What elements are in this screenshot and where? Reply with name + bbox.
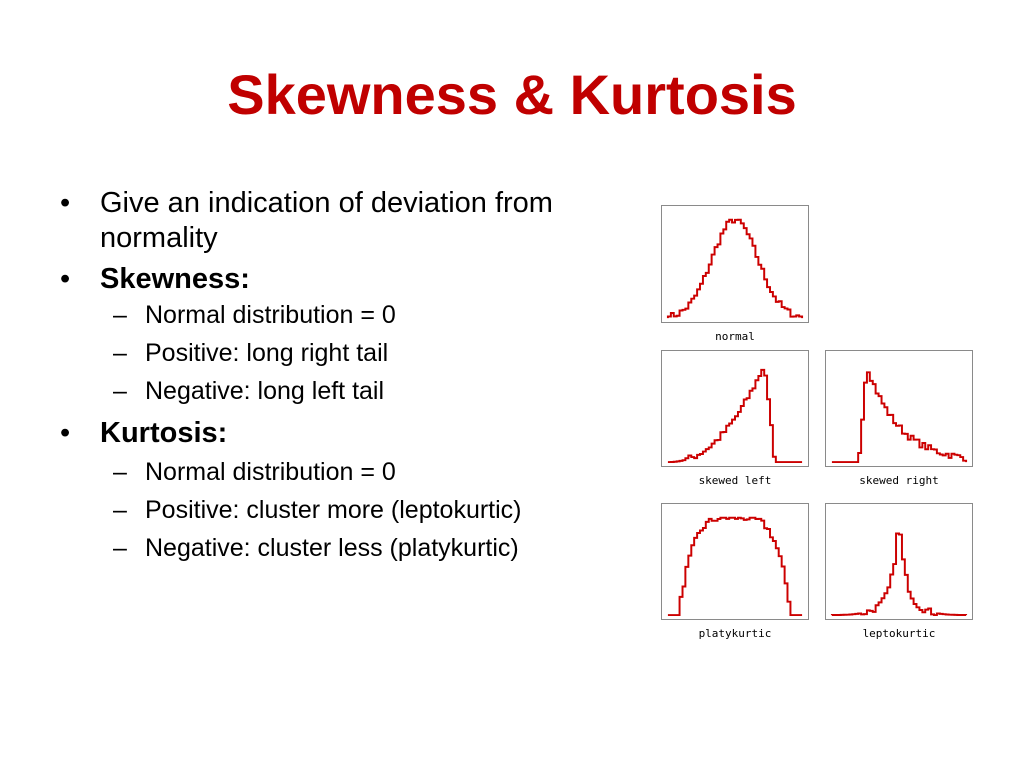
histogram-skewed-left-curve — [667, 368, 803, 464]
sub-bullet-text: Negative: long left tail — [145, 377, 385, 406]
histogram-platykurtic-curve — [667, 516, 803, 617]
histogram-leptokurtic — [825, 503, 973, 620]
caption-normal: normal — [715, 330, 755, 343]
sub-bullet-text: Positive: long right tail — [145, 339, 389, 368]
slide-title: Skewness & Kurtosis — [227, 63, 797, 126]
bullet-item: • Kurtosis: — [60, 417, 228, 450]
caption-leptokurtic: leptokurtic — [862, 627, 936, 640]
histogram-normal-plot — [666, 218, 804, 319]
histogram-skewed-right-plot — [831, 371, 968, 464]
bullet-text: Give an indication of deviation from nor… — [100, 187, 553, 254]
histogram-skewed-right — [825, 350, 973, 467]
histogram-normal-curve — [666, 218, 804, 319]
histogram-leptokurtic-plot — [830, 532, 968, 617]
bullet-list: • Give an indication of deviation from n… — [60, 186, 650, 563]
sub-bullet-item: – Positive: long right tail — [113, 339, 389, 368]
bullet-heading-skewness: Skewness: — [100, 262, 250, 295]
sub-bullet-item: – Negative: cluster less (platykurtic) — [113, 534, 519, 563]
sub-bullet-text: Normal distribution = 0 — [145, 301, 396, 330]
caption-platykurtic: platykurtic — [698, 627, 772, 640]
sub-bullet-item: – Normal distribution = 0 — [113, 458, 396, 487]
sub-bullet-text: Negative: cluster less (platykurtic) — [145, 534, 519, 563]
sub-bullet-item: – Positive: cluster more (leptokurtic) — [113, 496, 522, 525]
histogram-skewed-right-curve — [831, 371, 968, 464]
histogram-platykurtic — [661, 503, 809, 620]
bullet-item: • Give an indication of deviation from n… — [60, 186, 650, 256]
sub-bullet-item: – Normal distribution = 0 — [113, 301, 396, 330]
bullet-heading-kurtosis: Kurtosis: — [100, 417, 228, 450]
histogram-skewed-left-plot — [667, 368, 803, 464]
histogram-normal — [661, 205, 809, 323]
caption-skewed-left: skewed left — [698, 474, 772, 487]
sub-bullet-text: Normal distribution = 0 — [145, 458, 396, 487]
histogram-leptokurtic-curve — [830, 532, 968, 617]
sub-bullet-item: – Negative: long left tail — [113, 377, 385, 406]
bullet-item: • Skewness: — [60, 262, 250, 295]
sub-bullet-text: Positive: cluster more (leptokurtic) — [145, 496, 522, 525]
caption-skewed-right: skewed right — [859, 474, 939, 487]
histogram-platykurtic-plot — [667, 516, 803, 617]
histogram-skewed-left — [661, 350, 809, 467]
